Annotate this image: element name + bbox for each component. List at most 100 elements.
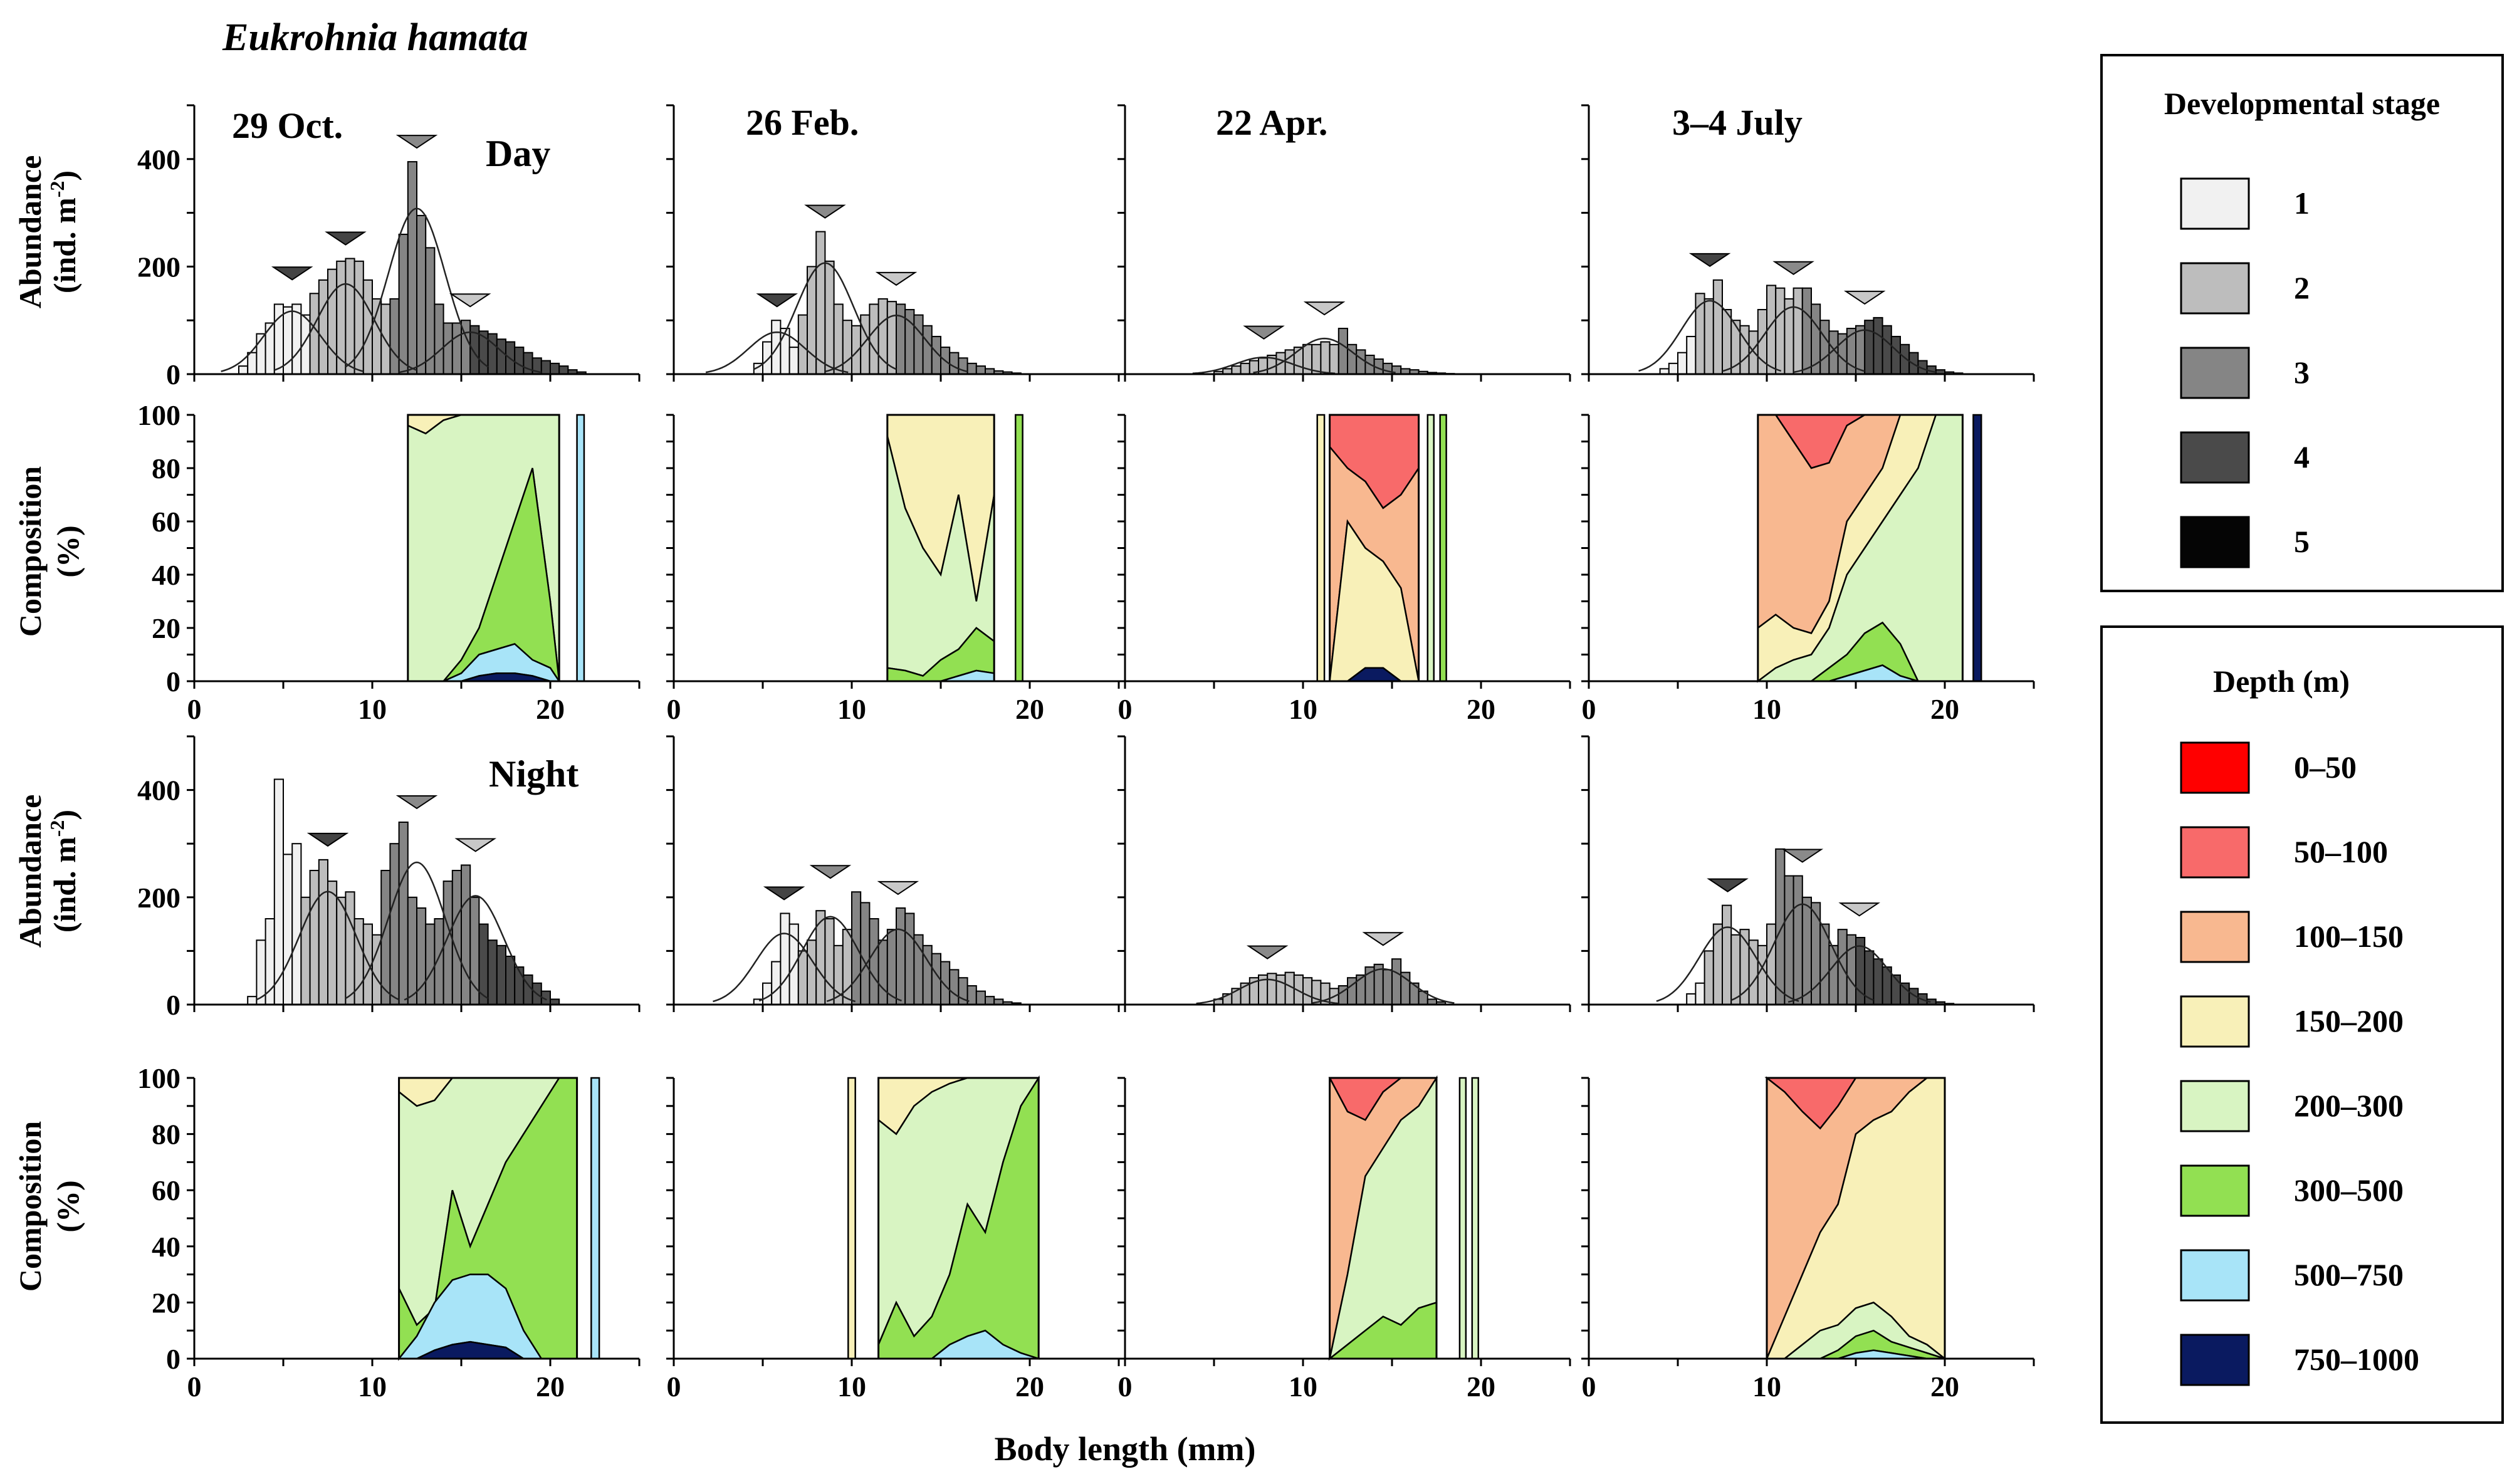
x-tick-label: 0 xyxy=(187,1371,202,1403)
y-tick-label: 20 xyxy=(152,1287,181,1319)
histogram-bar xyxy=(1409,982,1420,1006)
cohort-curve xyxy=(256,891,400,1001)
histogram-bar xyxy=(238,365,249,375)
cohort-marker xyxy=(395,795,438,810)
histogram-bar xyxy=(505,955,516,1005)
histogram-bar xyxy=(291,303,302,375)
cohort-marker xyxy=(1707,878,1749,892)
cohort-marker xyxy=(271,266,313,281)
histogram-bar xyxy=(824,918,835,1006)
y-tick-label: 100 xyxy=(137,399,181,431)
histogram-bar xyxy=(496,944,506,1005)
y-tick-label: 0 xyxy=(166,358,181,390)
legend-stage-swatch xyxy=(2180,516,2250,568)
composition-narrow-bar xyxy=(1471,1077,1479,1360)
date-label-oct: 29 Oct. xyxy=(232,105,343,146)
histogram-bar xyxy=(442,322,453,375)
histogram-bar xyxy=(807,266,817,375)
histogram-bar xyxy=(904,912,915,1005)
histogram-bar xyxy=(1231,365,1242,375)
legend-stage-swatch xyxy=(2180,262,2250,315)
histogram-bar xyxy=(487,939,498,1006)
y-tick-label: 80 xyxy=(152,452,181,484)
histogram-bar xyxy=(336,896,347,1006)
histogram-bar xyxy=(1391,958,1402,1005)
histogram-bar xyxy=(273,778,284,1005)
histogram-bar xyxy=(514,347,525,375)
panel-day-composition-2: 0 10 20 xyxy=(666,414,1120,725)
histogram-bar xyxy=(771,320,782,375)
histogram-bar xyxy=(1695,982,1705,1006)
ylabel-text: Composition xyxy=(13,466,48,637)
ylabel-units-sup: -2 xyxy=(46,820,68,837)
legend-depth-label: 50–100 xyxy=(2294,834,2388,869)
histogram-bar xyxy=(496,338,506,375)
histogram-bar xyxy=(264,918,275,1006)
cohort-marker xyxy=(454,838,497,852)
histogram-bar xyxy=(1712,279,1724,375)
y-tick-label: 100 xyxy=(137,1062,181,1094)
histogram-bar xyxy=(815,231,826,375)
x-tick-label: 0 xyxy=(667,1371,681,1403)
cohort-curve xyxy=(1793,329,1937,374)
histogram-bar xyxy=(1267,973,1277,1006)
composition-narrow-bar xyxy=(1015,414,1023,682)
y-tick-label: 0 xyxy=(166,666,181,698)
histogram-bar xyxy=(1677,352,1688,375)
histogram-bar xyxy=(416,214,427,375)
histogram-bar xyxy=(975,990,987,1005)
histogram-bar xyxy=(461,864,471,1005)
composition-narrow-bar xyxy=(1439,414,1447,682)
x-tick-label: 0 xyxy=(187,693,202,725)
legend-depth-swatch xyxy=(2180,741,2250,794)
legend-depth-swatch xyxy=(2180,1249,2250,1302)
histogram-bar xyxy=(389,298,400,375)
histogram-bar xyxy=(975,365,987,375)
ylabel-text: Composition xyxy=(13,1121,48,1292)
histogram-bar xyxy=(550,362,560,375)
histogram-bar xyxy=(434,303,444,375)
legend-depth-label: 750–1000 xyxy=(2294,1342,2419,1377)
x-tick-label: 0 xyxy=(1582,693,1596,725)
legend-stage-label: 2 xyxy=(2294,270,2310,305)
histogram-bar xyxy=(451,870,462,1005)
legend-stage-swatch xyxy=(2180,431,2250,484)
histogram-bar xyxy=(1793,875,1803,1006)
cohort-marker xyxy=(763,886,805,901)
cohort-marker xyxy=(875,271,918,286)
histogram-bar xyxy=(389,843,400,1005)
x-tick-label: 0 xyxy=(667,693,681,725)
histogram-bar xyxy=(1704,298,1714,375)
histogram-bar xyxy=(1400,971,1411,1006)
histogram-bar xyxy=(788,347,799,375)
panel-night-composition-3: 0 10 20 xyxy=(1117,1075,1571,1403)
legend-depth-label: 150–200 xyxy=(2294,1003,2404,1038)
panel-day-abundance-3 xyxy=(1117,104,1571,382)
x-tick-label: 20 xyxy=(1467,693,1495,725)
histogram-bar xyxy=(1882,325,1892,375)
cohort-marker xyxy=(1243,325,1285,340)
ylabel-units: (%) xyxy=(50,525,85,577)
x-tick-label: 10 xyxy=(1289,1371,1317,1403)
histogram-bar xyxy=(949,969,960,1005)
histogram-bar xyxy=(327,880,338,1005)
legend-depth-label: 100–150 xyxy=(2294,919,2404,954)
histogram-bar xyxy=(1873,958,1883,1005)
legend-depth-swatch xyxy=(2180,1080,2250,1132)
y-tick-label: 400 xyxy=(137,144,181,175)
cohort-curve xyxy=(713,933,856,1003)
cohort-marker xyxy=(1688,253,1731,268)
composition-narrow-bar xyxy=(847,1077,856,1360)
cohort-marker xyxy=(395,135,438,149)
x-tick-label: 10 xyxy=(358,1371,387,1403)
composition-narrow-bar xyxy=(1426,414,1435,682)
histogram-bar xyxy=(1730,934,1741,1005)
histogram-bar xyxy=(407,161,417,375)
ylabel-units: (ind. m xyxy=(47,837,82,933)
histogram-bar xyxy=(1320,341,1331,375)
histogram-bar xyxy=(1766,923,1777,1005)
cohort-marker xyxy=(1303,301,1346,316)
cohort-marker xyxy=(756,293,798,308)
histogram-bar xyxy=(1864,320,1875,375)
